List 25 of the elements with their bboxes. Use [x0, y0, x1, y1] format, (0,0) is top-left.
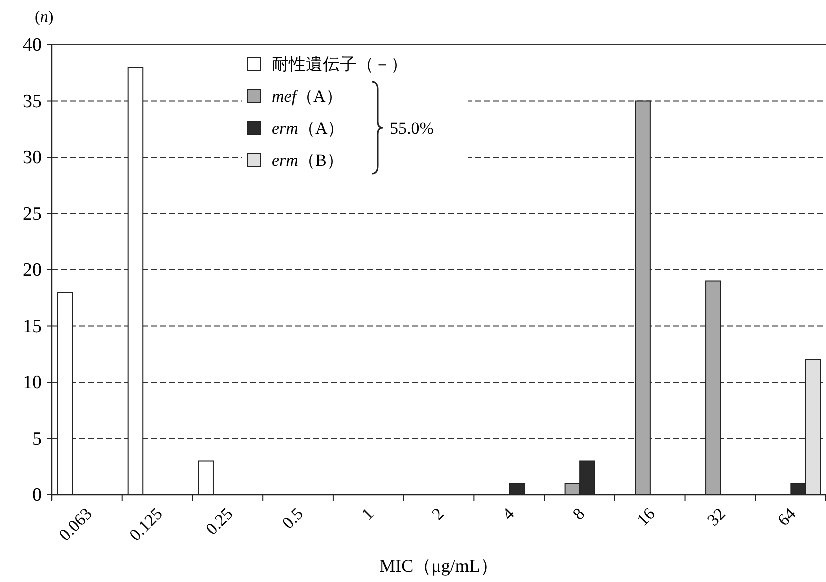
y-tick-label: 30 — [23, 148, 42, 168]
x-tick-label: 64 — [774, 504, 800, 530]
y-tick-label: 5 — [32, 428, 42, 450]
x-tick-label: 4 — [498, 504, 519, 524]
x-tick-label: 32 — [704, 504, 730, 530]
y-tick-label: 10 — [23, 372, 42, 394]
x-axis-title: MIC（μg/mL） — [380, 556, 498, 576]
x-tick-label: 0.5 — [278, 504, 308, 533]
legend-label: erm（B） — [272, 151, 344, 170]
y-tick-label: 40 — [23, 35, 42, 56]
legend-label: 耐性遺伝子（－） — [272, 55, 408, 74]
legend-label: erm（A） — [272, 119, 345, 138]
x-tick-label: 16 — [633, 504, 659, 530]
legend-label: mef（A） — [272, 87, 343, 106]
y-tick-label: 35 — [23, 91, 42, 112]
annotation: 55.0% — [390, 119, 434, 138]
x-tick-label: 0.25 — [202, 504, 237, 539]
x-tick-label: 8 — [569, 504, 589, 524]
y-tick-label: 0 — [32, 485, 42, 506]
y-tick-label: 25 — [23, 204, 42, 225]
x-tick-label: 2 — [428, 504, 448, 524]
x-tick-label: 1 — [358, 504, 378, 524]
y-tick-label: 20 — [23, 260, 42, 281]
y-tick-label: 15 — [23, 316, 42, 338]
y-axis-title: (n) — [35, 9, 54, 26]
